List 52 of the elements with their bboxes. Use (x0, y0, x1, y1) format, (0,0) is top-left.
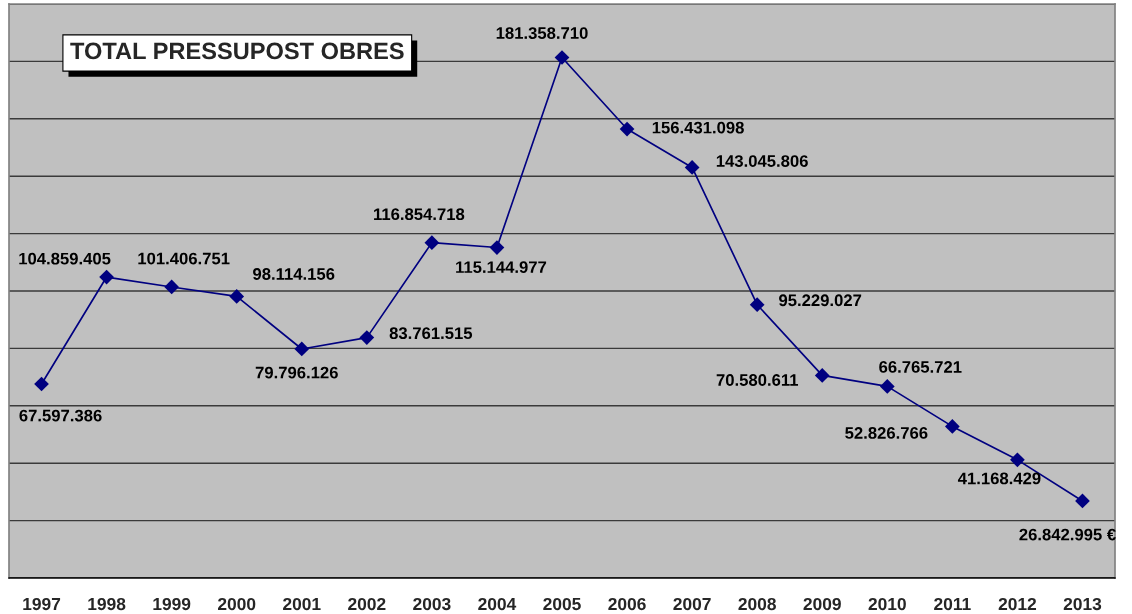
x-tick-label: 2004 (478, 597, 517, 611)
x-tick-label: 2011 (934, 597, 971, 611)
data-label: 83.761.515 (389, 327, 473, 340)
x-tick-label: 2012 (998, 597, 1037, 611)
data-label: 66.765.721 (879, 361, 962, 373)
data-label: 181.358.710 (496, 27, 588, 39)
x-tick-label: 1998 (88, 597, 126, 611)
point (749, 297, 765, 313)
data-label: 70.580.611 (716, 374, 799, 386)
text: TOTAL PRESSUPOST OBRES (70, 42, 404, 60)
point (424, 235, 440, 250)
point (294, 341, 310, 357)
data-label: 26.842.995 € (1019, 528, 1116, 541)
point (684, 160, 700, 175)
point (99, 269, 114, 285)
point (1075, 493, 1090, 509)
point (489, 240, 505, 255)
data-label: 116.854.718 (374, 208, 465, 221)
point (554, 50, 570, 65)
point (814, 368, 830, 383)
x-tick-label: 2007 (673, 597, 711, 611)
data-label: 95.229.027 (779, 294, 862, 307)
data-label: 52.826.766 (845, 427, 928, 439)
x-tick-label: 2003 (413, 597, 451, 611)
x-tick-label: 2006 (608, 597, 646, 611)
x-tick-label: 2002 (348, 597, 386, 611)
data-label: 156.431.098 (652, 121, 744, 134)
x-tick-label: 2005 (543, 597, 581, 611)
point (229, 289, 245, 304)
point (359, 330, 375, 345)
data-label: 101.406.751 (138, 252, 230, 265)
point (1010, 452, 1025, 468)
x-tick-label: 2010 (868, 597, 906, 611)
x-tick-label: 2001 (283, 597, 321, 611)
data-label: 115.144.977 (456, 261, 547, 274)
x-tick-label: 1999 (153, 597, 191, 611)
data-label: 79.796.126 (255, 366, 338, 379)
point (164, 279, 180, 295)
data-label: 41.168.429 (957, 472, 1041, 485)
data-label: 98.114.156 (253, 268, 335, 280)
x-tick-label: 2013 (1063, 597, 1102, 611)
data-label: 67.597.386 (19, 409, 102, 422)
point (879, 379, 895, 394)
point (944, 419, 960, 434)
x-tick-label: 2008 (738, 597, 776, 611)
x-tick-label: 2009 (803, 597, 841, 611)
point (34, 376, 49, 392)
x-tick-label: 1997 (23, 597, 61, 611)
data-label: 104.859.405 (19, 252, 111, 265)
x-tick-label: 2000 (218, 597, 256, 611)
data-label: 143.045.806 (716, 155, 808, 167)
point (619, 121, 635, 137)
